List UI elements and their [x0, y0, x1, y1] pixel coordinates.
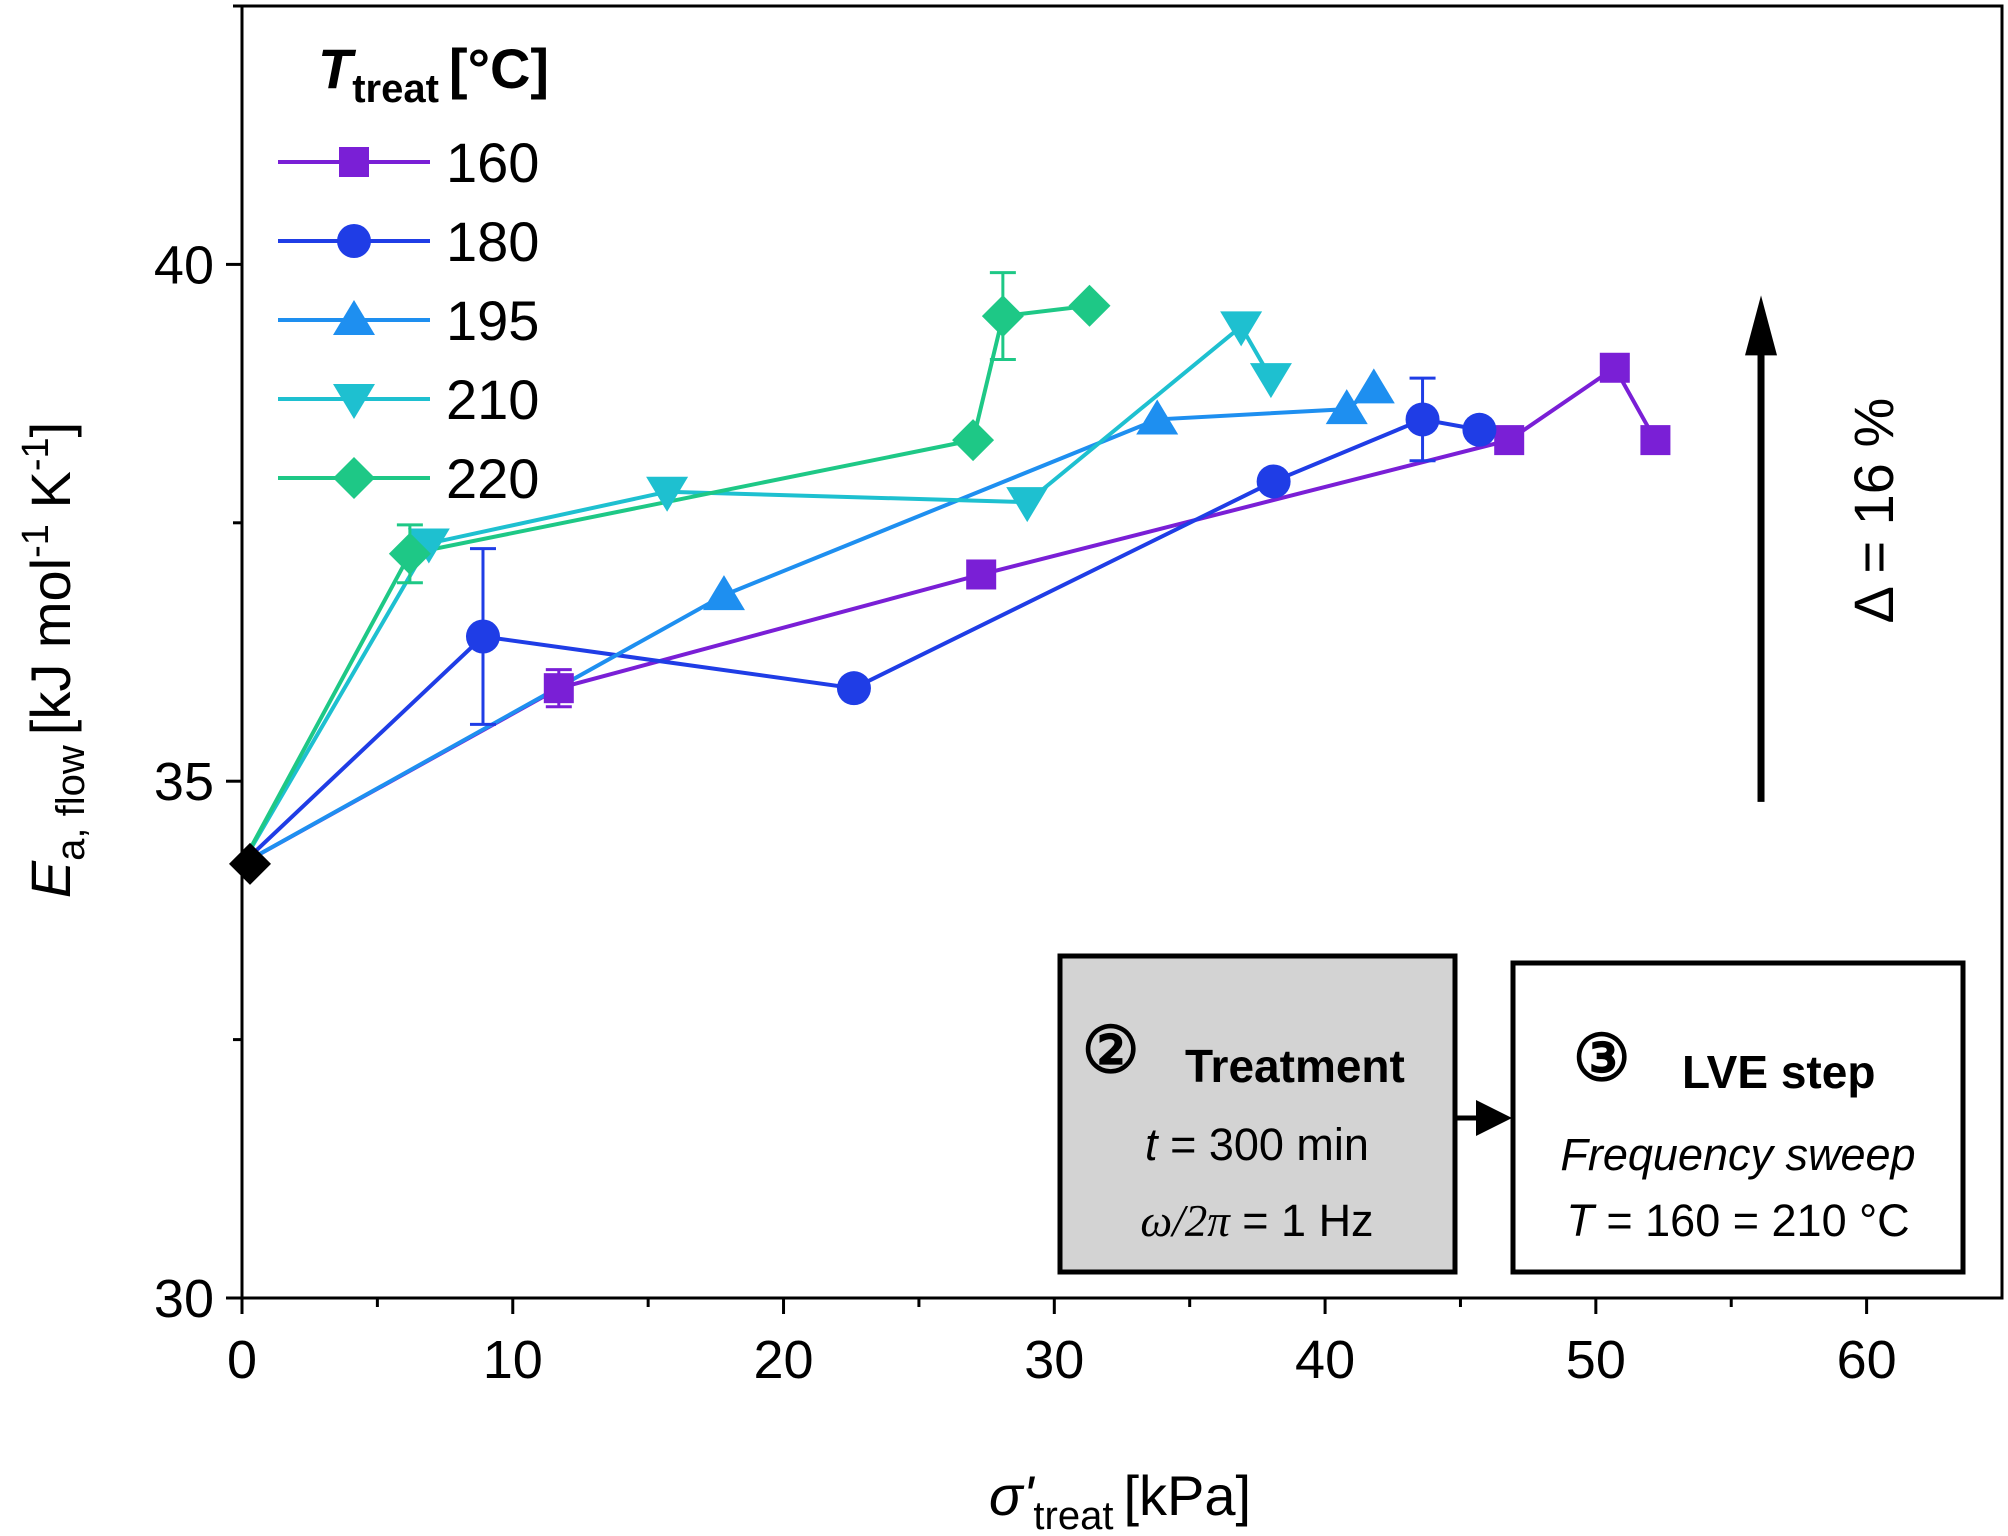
series-line-180 [240, 417, 1480, 866]
data-point-220 [388, 532, 431, 575]
data-point-180 [1256, 464, 1291, 499]
legend-label-160: 160 [446, 131, 539, 194]
y-axis-title-unit-post: ] [19, 422, 82, 438]
series-line-195 [241, 386, 1376, 866]
x-axis-title-sub: treat [1033, 1494, 1113, 1536]
y-axis-title-main: E [19, 860, 82, 898]
legend-label-195: 195 [446, 289, 539, 352]
x-tick-label: 0 [227, 1330, 257, 1390]
legend: Ttreat [°C] 160 180 195 210 220 [278, 37, 549, 510]
data-point-220 [981, 295, 1024, 338]
x-tick-label: 60 [1837, 1330, 1897, 1390]
y-tick-label: 30 [154, 1269, 214, 1329]
treatment-frequency-var: ω/2π [1140, 1196, 1231, 1246]
x-axis-title-unit: [kPa] [1123, 1464, 1251, 1527]
data-point-160 [966, 559, 997, 590]
data-point-180 [465, 619, 500, 654]
legend-label-220: 220 [446, 447, 539, 510]
treatment-time-var: t [1145, 1119, 1160, 1170]
x-axis-title: σ'treat [kPa] [989, 1464, 1251, 1536]
y-axis-title-sub: a, flow [49, 745, 93, 861]
data-point-180 [836, 671, 871, 706]
data-point-180 [1405, 402, 1440, 437]
treatment-step-symbol: ② [1082, 1014, 1139, 1086]
x-tick-label: 10 [483, 1330, 543, 1390]
lve-step-symbol: ③ [1573, 1022, 1630, 1094]
legend-title-sub: treat [352, 67, 439, 111]
y-axis-title: Ea, flow[kJ mol-1 K-1] [15, 422, 93, 898]
series-line-160 [241, 364, 1658, 866]
treatment-time-value: = 300 min [1158, 1119, 1369, 1170]
data-point-210 [407, 528, 450, 564]
y-tick-label: 35 [154, 752, 214, 812]
x-tick-label: 20 [753, 1330, 813, 1390]
legend-label-180: 180 [446, 210, 539, 273]
data-point-210 [646, 476, 689, 512]
tick-marks: 0 10 20 30 40 50 60 30 35 40 [154, 4, 1897, 1390]
lve-title: LVE step [1682, 1046, 1875, 1098]
data-point-195 [702, 575, 745, 611]
delta-annotation: Δ = 16 % [1745, 295, 1905, 802]
data-point-160 [1640, 425, 1671, 456]
data-point-210 [1220, 311, 1263, 347]
process-boxes: ② Treatment t = 300 min ω/2π = 1 Hz ③ LV… [1057, 953, 1966, 1275]
treatment-frequency: ω/2π = 1 Hz [1140, 1195, 1373, 1246]
legend-marker-195 [333, 300, 375, 335]
y-axis-title-unit-mid: K [19, 471, 82, 524]
data-point-195 [1352, 368, 1395, 404]
legend-marker-180 [337, 224, 371, 258]
treatment-box [1057, 953, 1458, 1275]
data-point-160 [1494, 425, 1525, 456]
delta-label: Δ = 16 % [1842, 398, 1905, 624]
data-point-220 [1068, 284, 1111, 327]
legend-title-unit: [°C] [449, 37, 549, 100]
legend-marker-220 [333, 457, 375, 499]
legend-marker-210 [333, 384, 375, 419]
x-tick-label: 50 [1566, 1330, 1626, 1390]
legend-title: Ttreat [°C] [318, 37, 549, 111]
lve-method: Frequency sweep [1560, 1129, 1915, 1180]
data-point-160 [1599, 352, 1630, 383]
lve-box [1510, 960, 1966, 1275]
marker-layer [229, 271, 1671, 885]
lve-temperature-var: T [1566, 1195, 1597, 1246]
series-line-210 [240, 323, 1273, 865]
data-point-160 [543, 673, 574, 704]
legend-label-210: 210 [446, 368, 539, 431]
data-point-195 [1325, 389, 1368, 425]
y-axis-title-unit-pre: [kJ mol [19, 558, 82, 735]
x-tick-label: 30 [1024, 1330, 1084, 1390]
process-connector-arrowhead [1476, 1100, 1512, 1136]
legend-marker-160 [339, 147, 369, 177]
y-tick-label: 40 [154, 235, 214, 295]
delta-arrow-head [1745, 295, 1778, 356]
origin-point [229, 842, 271, 885]
legend-items: 160 180 195 210 220 [278, 131, 539, 510]
axes [240, 4, 2004, 1300]
data-point-210 [1249, 363, 1292, 399]
y-axis-title-sup2: -1 [15, 437, 57, 471]
x-axis-title-main: σ' [989, 1464, 1036, 1527]
data-point-220 [952, 419, 995, 462]
data-point-180 [1462, 412, 1497, 447]
treatment-time: t = 300 min [1145, 1119, 1369, 1170]
treatment-frequency-value: = 1 Hz [1230, 1195, 1374, 1246]
y-axis-title-sup1: -1 [15, 524, 57, 558]
data-point-195 [1136, 399, 1179, 435]
legend-title-main: T [318, 37, 357, 100]
plot-frame [240, 4, 2004, 1300]
treatment-title: Treatment [1185, 1040, 1405, 1092]
lve-temperature-value: = 160 = 210 °C [1594, 1195, 1910, 1246]
data-point-210 [1006, 487, 1049, 523]
x-tick-label: 40 [1295, 1330, 1355, 1390]
lve-temperature: T = 160 = 210 °C [1566, 1195, 1909, 1246]
